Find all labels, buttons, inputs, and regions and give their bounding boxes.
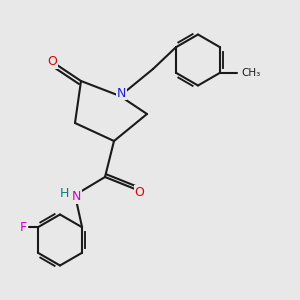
Text: N: N [117, 86, 126, 100]
Text: N: N [72, 190, 81, 203]
Text: H: H [60, 187, 69, 200]
Text: CH₃: CH₃ [241, 68, 260, 78]
Text: O: O [48, 55, 57, 68]
Text: O: O [135, 185, 144, 199]
Text: F: F [20, 221, 26, 234]
